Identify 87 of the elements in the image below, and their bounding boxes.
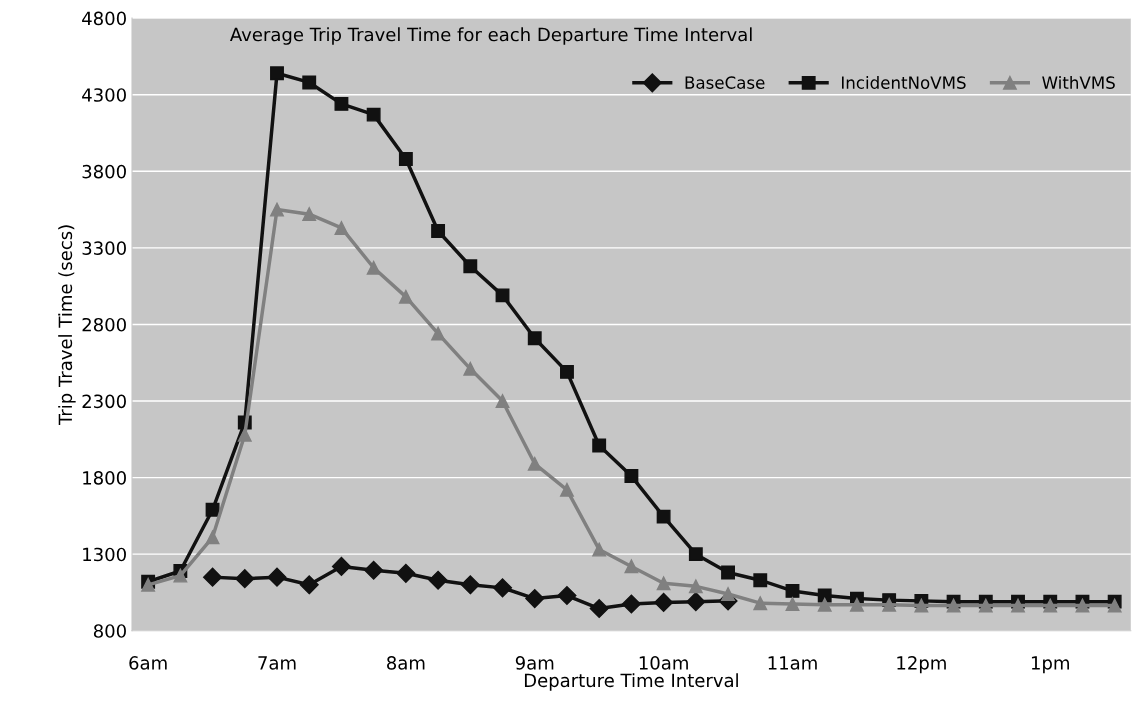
point [334,96,349,111]
point [978,598,993,613]
y-tick-label: 800 [93,624,126,638]
point [364,560,384,580]
point [592,542,607,557]
x-tick-label: 6am [129,656,167,670]
point [621,594,641,614]
point [817,597,832,612]
chart-title: Average Trip Travel Time for each Departure Time Interval [229,27,752,45]
x-tick-label: 12pm [897,656,946,674]
point [1075,598,1090,613]
point [946,598,961,613]
legend-label: IncidentNoVMS [841,76,966,89]
point [302,75,317,90]
y-tick-label: 1300 [83,547,126,562]
point [721,565,735,580]
point [721,587,735,601]
point [686,592,706,612]
point [495,394,510,408]
point [527,331,542,346]
y-tick-label: 4300 [82,88,126,102]
point [299,575,319,595]
point [654,592,674,612]
point [237,427,252,442]
point [560,482,574,497]
point [366,107,381,122]
point [589,599,609,619]
point [527,456,542,471]
point [1011,598,1025,613]
point [463,361,478,376]
point [914,598,929,613]
point [1107,598,1122,613]
point [428,570,448,590]
point [495,288,510,303]
point [173,568,188,583]
point [656,576,671,591]
x-axis-title: Departure Time Interval [524,673,738,691]
point [753,596,768,611]
point [463,259,478,274]
x-tick-label: 8am [387,656,425,670]
point [492,578,513,598]
point [398,289,413,304]
point [1043,598,1058,613]
point [334,221,349,235]
point [560,364,574,379]
y-tick-label: 4800 [82,11,126,26]
point [235,569,255,589]
point [331,556,351,576]
y-axis-title: Trip Travel Time (secs) [58,225,76,426]
point [785,597,800,611]
point [267,567,287,587]
point [270,66,284,81]
point [302,207,317,222]
point [366,260,381,275]
x-tick-label: 9am [515,656,554,670]
x-tick-label: 7am [258,656,296,670]
point [205,502,220,517]
point [656,509,671,524]
legend-label: BaseCase [685,76,765,89]
point [205,530,220,545]
point [688,579,703,594]
point [785,583,800,598]
point [557,585,577,606]
x-tick-label: 10am [639,656,688,670]
point [398,152,413,166]
y-tick-label: 3300 [82,241,126,255]
point [396,563,416,583]
x-tick-label: 11am [768,656,817,670]
y-tick-label: 1800 [83,471,126,485]
y-tick-label: 2300 [82,394,126,409]
legend-label: WithVMS [1042,76,1115,89]
point [592,438,607,453]
y-tick-label: 2800 [82,317,126,332]
point [431,326,446,341]
point [688,547,703,562]
point [849,597,864,612]
point [460,575,480,595]
y-tick-label: 3800 [82,164,126,179]
point [431,224,446,238]
point [624,469,639,484]
point [882,597,897,612]
x-tick-label: 1pm [1031,656,1069,674]
point [270,202,284,217]
point [624,559,639,574]
point [753,573,768,588]
point [203,567,223,587]
point [525,589,545,609]
